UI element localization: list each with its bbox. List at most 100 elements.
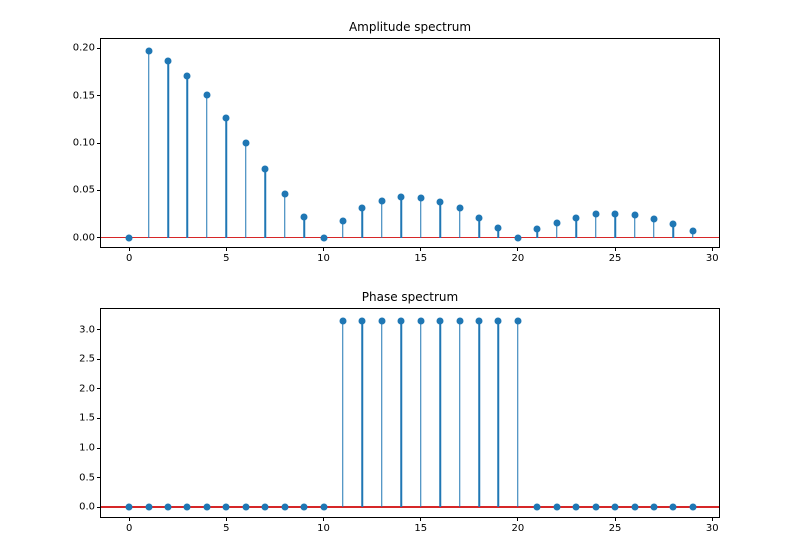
amplitude-marker xyxy=(592,211,599,218)
amplitude-ytick-mark xyxy=(97,95,101,96)
phase-marker xyxy=(553,504,560,511)
amplitude-ytick-label: 0.00 xyxy=(73,232,95,243)
phase-panel: 0510152025300.00.51.01.52.02.53.0 xyxy=(100,308,720,518)
phase-ytick-mark xyxy=(97,448,101,449)
phase-xtick-mark xyxy=(323,517,324,521)
phase-xtick-label: 20 xyxy=(512,523,525,534)
amplitude-marker xyxy=(514,234,521,241)
amplitude-marker xyxy=(689,228,696,235)
phase-stem xyxy=(381,321,383,507)
amplitude-stem xyxy=(264,169,266,238)
phase-xtick-mark xyxy=(712,517,713,521)
amplitude-marker xyxy=(612,211,619,218)
amplitude-marker xyxy=(553,219,560,226)
phase-xtick-mark xyxy=(615,517,616,521)
amplitude-marker xyxy=(631,211,638,218)
phase-marker xyxy=(301,504,308,511)
amplitude-ytick-mark xyxy=(97,143,101,144)
phase-ytick-label: 2.0 xyxy=(79,383,95,394)
amplitude-xtick-label: 5 xyxy=(223,253,229,264)
amplitude-xtick-mark xyxy=(129,247,130,251)
phase-stem xyxy=(459,321,461,507)
amplitude-marker xyxy=(126,234,133,241)
phase-marker xyxy=(339,318,346,325)
phase-marker xyxy=(398,318,405,325)
phase-ytick-mark xyxy=(97,359,101,360)
phase-ytick-mark xyxy=(97,507,101,508)
amplitude-stem xyxy=(595,214,597,238)
amplitude-stem xyxy=(187,76,189,238)
phase-xtick-label: 30 xyxy=(706,523,719,534)
phase-marker xyxy=(573,504,580,511)
amplitude-stem xyxy=(167,61,169,238)
amplitude-stem xyxy=(148,51,150,237)
phase-stem xyxy=(342,321,344,507)
phase-ytick-mark xyxy=(97,388,101,389)
amplitude-marker xyxy=(223,114,230,121)
amplitude-marker xyxy=(339,217,346,224)
amplitude-panel: 0510152025300.000.050.100.150.20 xyxy=(100,38,720,248)
phase-ytick-mark xyxy=(97,418,101,419)
phase-marker xyxy=(495,318,502,325)
phase-ytick-label: 3.0 xyxy=(79,324,95,335)
phase-marker xyxy=(203,504,210,511)
phase-ytick-label: 1.5 xyxy=(79,413,95,424)
amplitude-stem xyxy=(226,118,228,238)
amplitude-xtick-mark xyxy=(226,247,227,251)
phase-marker xyxy=(145,504,152,511)
phase-xtick-mark xyxy=(226,517,227,521)
amplitude-stem xyxy=(206,95,208,238)
phase-xtick-label: 25 xyxy=(609,523,622,534)
phase-title: Phase spectrum xyxy=(100,290,720,304)
phase-marker xyxy=(126,504,133,511)
phase-stem xyxy=(478,321,480,507)
amplitude-ytick-label: 0.10 xyxy=(73,138,95,149)
amplitude-ytick-mark xyxy=(97,237,101,238)
amplitude-ytick-mark xyxy=(97,48,101,49)
phase-marker xyxy=(378,318,385,325)
phase-marker xyxy=(670,504,677,511)
amplitude-marker xyxy=(242,140,249,147)
phase-ytick-label: 1.0 xyxy=(79,443,95,454)
amplitude-marker xyxy=(456,205,463,212)
amplitude-stem xyxy=(284,194,286,238)
phase-ytick-label: 0.5 xyxy=(79,472,95,483)
amplitude-marker xyxy=(398,193,405,200)
phase-xtick-label: 15 xyxy=(414,523,427,534)
amplitude-xtick-label: 25 xyxy=(609,253,622,264)
amplitude-marker xyxy=(262,165,269,172)
phase-stem xyxy=(517,321,519,507)
phase-stem xyxy=(362,321,364,507)
phase-marker xyxy=(456,318,463,325)
phase-stem xyxy=(498,321,500,507)
amplitude-marker xyxy=(650,215,657,222)
amplitude-marker xyxy=(359,205,366,212)
amplitude-marker xyxy=(495,225,502,232)
amplitude-marker xyxy=(203,91,210,98)
phase-marker xyxy=(359,318,366,325)
phase-marker xyxy=(476,318,483,325)
amplitude-ytick-label: 0.15 xyxy=(73,90,95,101)
amplitude-stem xyxy=(459,208,461,237)
amplitude-xtick-mark xyxy=(420,247,421,251)
amplitude-marker xyxy=(320,234,327,241)
amplitude-xtick-label: 0 xyxy=(126,253,132,264)
phase-xtick-mark xyxy=(517,517,518,521)
phase-ytick-label: 0.0 xyxy=(79,502,95,513)
amplitude-xtick-label: 10 xyxy=(317,253,330,264)
amplitude-stem xyxy=(381,201,383,238)
phase-marker xyxy=(612,504,619,511)
amplitude-stem xyxy=(420,198,422,238)
phase-marker xyxy=(281,504,288,511)
amplitude-marker xyxy=(417,194,424,201)
amplitude-marker xyxy=(165,57,172,64)
phase-marker xyxy=(592,504,599,511)
amplitude-xtick-label: 15 xyxy=(414,253,427,264)
amplitude-stem xyxy=(614,214,616,238)
phase-marker xyxy=(184,504,191,511)
phase-marker xyxy=(320,504,327,511)
amplitude-xtick-mark xyxy=(712,247,713,251)
amplitude-baseline xyxy=(101,237,719,239)
amplitude-marker xyxy=(670,221,677,228)
amplitude-xtick-mark xyxy=(323,247,324,251)
